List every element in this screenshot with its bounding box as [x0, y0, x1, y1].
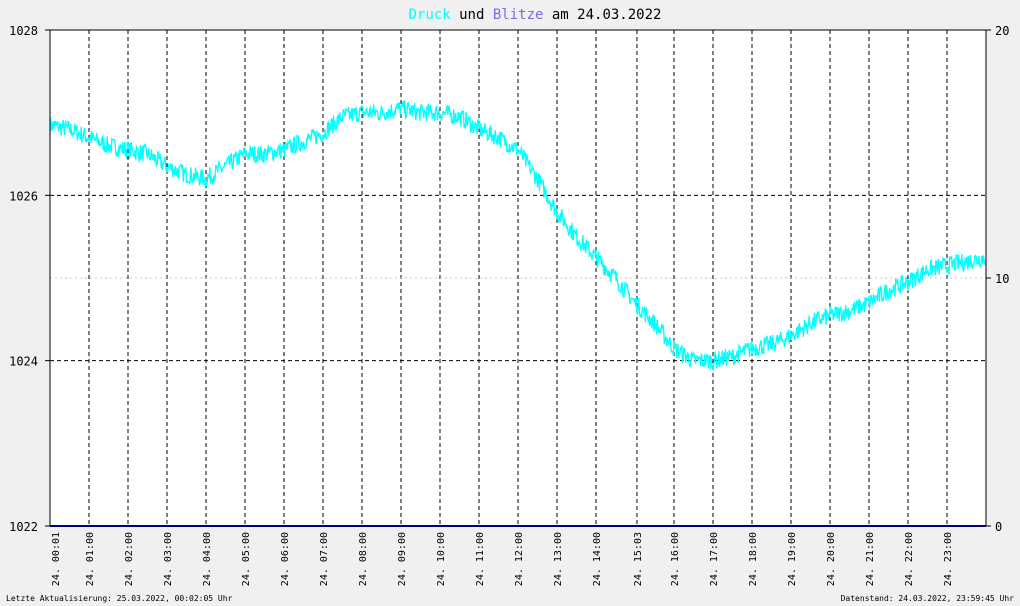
axes — [45, 29, 991, 527]
x-tick-label: 24. 12:00 — [514, 532, 525, 586]
x-tick-label: 24. 19:00 — [787, 532, 798, 586]
x-tick-label: 24. 01:00 — [85, 532, 96, 586]
chart-title: Druck und Blitze am 24.03.2022 — [409, 7, 662, 23]
x-tick-label: 24. 13:00 — [553, 532, 564, 586]
title-blitze: Blitze — [493, 7, 544, 23]
x-tick-label: 24. 00:01 — [51, 532, 62, 586]
y-right-tick-label: 0 — [995, 520, 1002, 534]
y-right-tick-label: 20 — [995, 24, 1009, 38]
x-tick-label: 24. 11:00 — [475, 532, 486, 586]
x-tick-label: 24. 18:00 — [748, 532, 759, 586]
footer-last-update: Letzte Aktualisierung: 25.03.2022, 00:02… — [6, 594, 233, 603]
x-tick-label: 24. 06:00 — [280, 532, 291, 586]
x-tick-label: 24. 09:00 — [397, 532, 408, 586]
y-left-tick-label: 1026 — [9, 189, 38, 203]
series-druck-line — [49, 100, 987, 370]
x-tick-label: 24. 04:00 — [202, 532, 213, 586]
y-left-tick-label: 1028 — [9, 24, 38, 38]
x-tick-label: 24. 15:03 — [633, 532, 644, 586]
x-tick-label: 24. 14:00 — [592, 532, 603, 586]
x-tick-label: 24. 21:00 — [865, 532, 876, 586]
y-left-tick-label: 1022 — [9, 520, 38, 534]
series-layer — [49, 100, 987, 527]
x-tick-label: 24. 17:00 — [709, 532, 720, 586]
footer-data-status: Datenstand: 24.03.2022, 23:59:45 Uhr — [841, 594, 1015, 603]
x-tick-label: 24. 22:00 — [904, 532, 915, 586]
x-tick-label: 24. 03:00 — [163, 532, 174, 586]
x-tick-label: 24. 07:00 — [319, 532, 330, 586]
x-tick-label: 24. 20:00 — [826, 532, 837, 586]
x-tick-label: 24. 05:00 — [241, 532, 252, 586]
y-right-tick-label: 10 — [995, 272, 1009, 286]
x-tick-label: 24. 08:00 — [358, 532, 369, 586]
x-tick-label: 24. 16:00 — [670, 532, 681, 586]
title-date: am 24.03.2022 — [543, 7, 661, 23]
title-druck: Druck — [409, 7, 452, 23]
title-und: und — [451, 7, 493, 23]
tick-labels: 24. 00:01 24. 01:00 24. 02:00 24. 03:00 24. … — [9, 24, 1009, 586]
grid — [50, 30, 986, 526]
y-left-tick-label: 1024 — [9, 355, 38, 369]
x-tick-label: 24. 02:00 — [124, 532, 135, 586]
x-tick-label: 24. 23:00 — [943, 532, 954, 586]
x-tick-label: 24. 10:00 — [436, 532, 447, 586]
